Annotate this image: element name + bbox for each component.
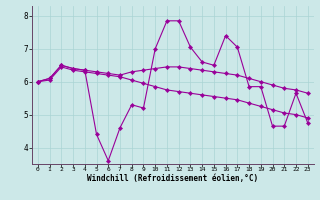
X-axis label: Windchill (Refroidissement éolien,°C): Windchill (Refroidissement éolien,°C)	[87, 174, 258, 183]
